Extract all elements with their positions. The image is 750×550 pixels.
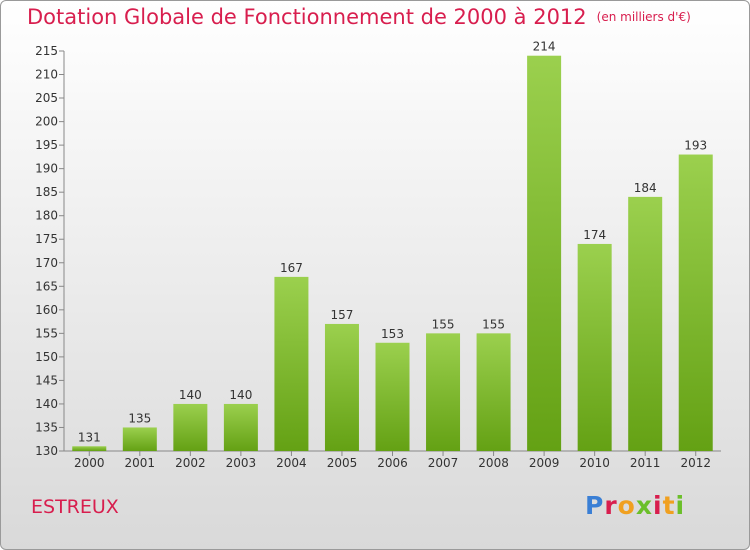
x-tick-label: 2010	[579, 456, 610, 470]
y-tick-label: 175	[35, 232, 58, 246]
y-tick-label: 160	[35, 303, 58, 317]
chart-title: Dotation Globale de Fonctionnement de 20…	[27, 5, 691, 29]
x-tick-label: 2007	[428, 456, 459, 470]
y-tick-label: 130	[35, 444, 58, 458]
y-tick-label: 155	[35, 326, 58, 340]
bar-2012	[678, 154, 713, 451]
bar-2008	[476, 333, 511, 451]
y-tick-label: 200	[35, 115, 58, 129]
y-tick-label: 140	[35, 397, 58, 411]
chart-subtitle: (en milliers d'€)	[596, 10, 691, 24]
y-tick-label: 205	[35, 91, 58, 105]
bars: 131 135 140 140 167 157 153 155 155 214 174 184 193	[72, 40, 713, 452]
y-tick-label: 135	[35, 420, 58, 434]
bar-value-label: 157	[331, 308, 354, 322]
bar-value-label: 214	[533, 40, 556, 54]
logo-letter: i	[675, 491, 686, 520]
x-tick-label: 2006	[377, 456, 408, 470]
x-tick-label: 2005	[327, 456, 358, 470]
x-tick-label: 2001	[125, 456, 156, 470]
y-tick-label: 180	[35, 209, 58, 223]
bar-2000	[72, 446, 107, 451]
bar-2003	[223, 403, 258, 451]
bar-value-label: 174	[583, 228, 606, 242]
x-tick-label: 2008	[478, 456, 509, 470]
x-axis: 2000 2001 2002 2003 2004 2005 2006 2007 2008 2009…	[64, 450, 721, 470]
bar-2004	[274, 276, 309, 451]
bar-2006	[375, 342, 410, 451]
logo-letter: o	[617, 491, 636, 520]
bar-value-label: 193	[684, 139, 707, 153]
bar-value-label: 155	[432, 317, 455, 331]
x-tick-label: 2000	[74, 456, 105, 470]
chart-title-text: Dotation Globale de Fonctionnement de 20…	[27, 5, 587, 29]
bar-2001	[122, 427, 157, 451]
y-tick-label: 170	[35, 256, 58, 270]
bar-value-label: 184	[634, 181, 657, 195]
bar-value-label: 131	[78, 430, 101, 444]
logo-letter: x	[635, 491, 653, 520]
logo-letter: r	[604, 491, 618, 520]
y-tick-label: 215	[35, 44, 58, 58]
y-tick-label: 195	[35, 138, 58, 152]
bar-value-label: 167	[280, 261, 303, 275]
bar-2009	[527, 55, 562, 452]
x-tick-label: 2002	[175, 456, 206, 470]
x-tick-label: 2012	[680, 456, 711, 470]
bar-value-label: 140	[179, 388, 202, 402]
x-tick-label: 2003	[226, 456, 257, 470]
bar-2011	[628, 196, 663, 451]
bar-2002	[173, 403, 208, 451]
bar-value-label: 153	[381, 327, 404, 341]
bar-2005	[324, 323, 359, 451]
y-tick-label: 185	[35, 185, 58, 199]
commune-name: ESTREUX	[31, 496, 119, 518]
y-tick-label: 145	[35, 373, 58, 387]
y-tick-label: 190	[35, 162, 58, 176]
bar-value-label: 140	[229, 388, 252, 402]
y-tick-label: 210	[35, 68, 58, 82]
y-tick-label: 165	[35, 279, 58, 293]
bar-2010	[577, 243, 612, 451]
y-tick-label: 150	[35, 350, 58, 364]
x-tick-label: 2009	[529, 456, 560, 470]
proxiti-logo: Proxiti	[585, 491, 685, 520]
bar-2007	[426, 333, 461, 451]
logo-letter: i	[653, 491, 663, 520]
bar-value-label: 135	[128, 411, 151, 425]
logo-letter: t	[662, 491, 676, 520]
y-axis: 130 135 140 145 150 155 160 165 170 175 180 185 190 1…	[35, 44, 65, 458]
x-tick-label: 2011	[630, 456, 661, 470]
bar-value-label: 155	[482, 317, 505, 331]
logo-letter: P	[585, 491, 605, 520]
x-tick-label: 2004	[276, 456, 307, 470]
